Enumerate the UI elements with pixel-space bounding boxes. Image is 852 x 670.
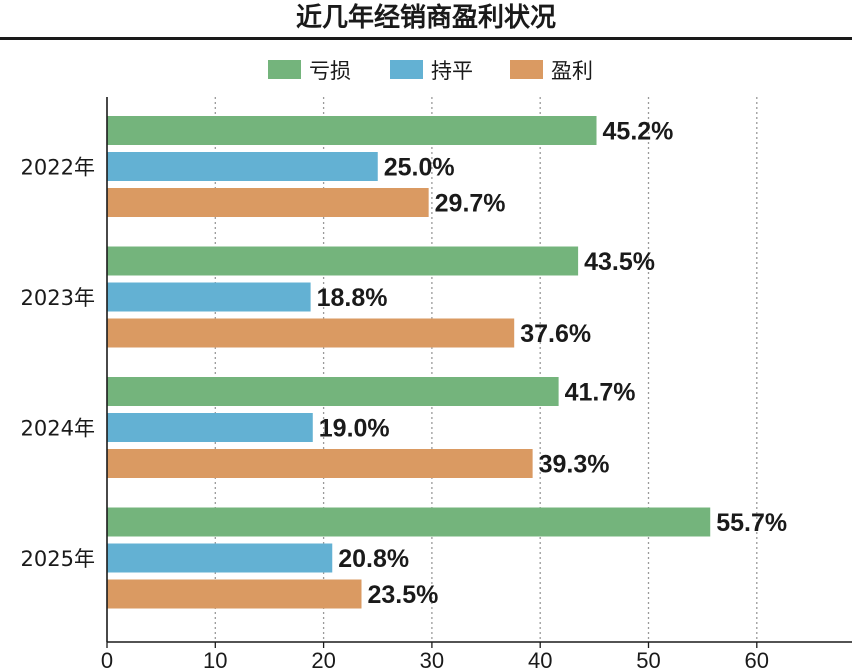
category-label-2: 2023年 bbox=[21, 286, 95, 310]
x-tick-label-0: 0 bbox=[101, 648, 113, 670]
bar-4-1 bbox=[107, 507, 711, 537]
bar-4-3 bbox=[107, 579, 362, 609]
bar-2-2 bbox=[107, 282, 311, 312]
x-tick-label-50: 50 bbox=[636, 648, 660, 670]
value-label-3-1: 41.7% bbox=[565, 379, 636, 407]
x-tick-label-30: 30 bbox=[420, 648, 444, 670]
value-label-2-3: 37.6% bbox=[520, 320, 591, 348]
value-label-3-2: 19.0% bbox=[319, 415, 390, 443]
chart-title: 近几年经销商盈利状况 bbox=[295, 3, 556, 33]
bar-2-1 bbox=[107, 246, 579, 276]
bar-2-3 bbox=[107, 318, 515, 348]
value-label-4-2: 20.8% bbox=[338, 545, 409, 573]
bar-3-2 bbox=[107, 413, 313, 442]
bar-1-2 bbox=[107, 152, 378, 181]
x-tick-label-10: 10 bbox=[203, 648, 227, 670]
category-label-4: 2025年 bbox=[21, 547, 95, 571]
x-tick-label-20: 20 bbox=[311, 648, 335, 670]
legend-label-3: 盈利 bbox=[551, 59, 593, 83]
value-label-1-1: 45.2% bbox=[603, 118, 674, 146]
value-label-4-3: 23.5% bbox=[368, 581, 439, 609]
legend-swatch-1 bbox=[268, 60, 301, 79]
category-label-3: 2024年 bbox=[21, 417, 95, 441]
bar-1-3 bbox=[107, 188, 429, 217]
legend-label-2: 持平 bbox=[431, 59, 473, 83]
value-label-2-2: 18.8% bbox=[317, 284, 388, 312]
bar-3-3 bbox=[107, 449, 533, 478]
legend-swatch-3 bbox=[510, 60, 543, 79]
category-label-1: 2022年 bbox=[21, 156, 95, 180]
value-label-3-3: 39.3% bbox=[539, 451, 610, 479]
bar-1-1 bbox=[107, 116, 597, 145]
legend-label-1: 亏损 bbox=[309, 59, 351, 83]
x-tick-label-40: 40 bbox=[528, 648, 552, 670]
value-label-2-1: 43.5% bbox=[584, 248, 655, 276]
title-rule bbox=[0, 37, 852, 40]
legend-swatch-2 bbox=[390, 60, 423, 79]
value-label-4-1: 55.7% bbox=[716, 509, 787, 537]
bar-4-2 bbox=[107, 543, 333, 573]
x-tick-label-60: 60 bbox=[745, 648, 769, 670]
value-label-1-3: 29.7% bbox=[435, 190, 506, 218]
value-label-1-2: 25.0% bbox=[384, 154, 455, 182]
bar-3-1 bbox=[107, 377, 559, 406]
